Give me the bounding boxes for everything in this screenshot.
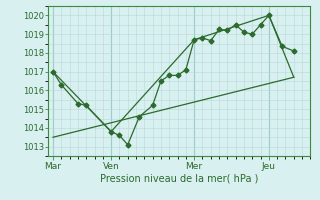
X-axis label: Pression niveau de la mer( hPa ): Pression niveau de la mer( hPa ) xyxy=(100,173,258,183)
